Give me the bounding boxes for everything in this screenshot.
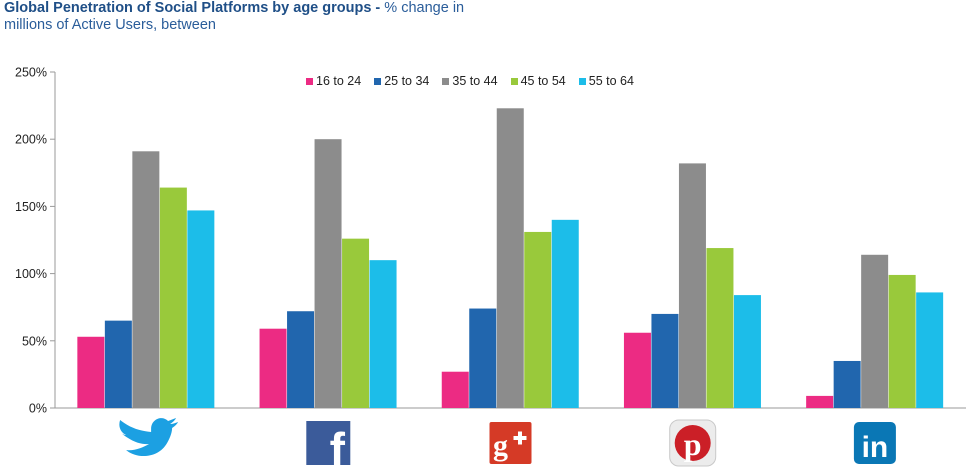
svg-text:in: in — [862, 431, 889, 464]
y-tick-label: 50% — [22, 334, 47, 348]
legend-swatch — [510, 77, 518, 85]
legend-swatch — [442, 77, 450, 85]
twitter-icon — [119, 418, 179, 457]
y-tick-label: 200% — [15, 133, 47, 147]
bar-pinterest-2 — [678, 163, 706, 408]
legend: 16 to 24 25 to 34 35 to 44 45 to 54 55 to 64 — [306, 74, 634, 88]
legend-label: 16 to 24 — [316, 74, 362, 88]
bar-google-plus-0 — [441, 371, 469, 408]
bar-pinterest-1 — [651, 313, 679, 408]
legend-item-1: 25 to 34 — [374, 74, 429, 88]
bar-pinterest-3 — [706, 248, 734, 408]
facebook-icon: f — [306, 421, 351, 470]
bar-pinterest-0 — [623, 332, 651, 408]
y-tick-label: 0% — [29, 402, 47, 416]
bar-google-plus-3 — [524, 231, 552, 408]
bar-linkedin-0 — [806, 395, 834, 408]
linkedin-icon: in — [853, 422, 896, 464]
bar-twitter-3 — [159, 187, 187, 408]
svg-text:p: p — [684, 426, 702, 462]
chart-title-line2: millions of Active Users, between — [4, 17, 216, 33]
bar-facebook-3 — [342, 238, 370, 408]
bar-linkedin-1 — [833, 360, 861, 408]
platform-icons: f g p in — [119, 418, 896, 470]
svg-text:f: f — [330, 423, 346, 470]
bar-linkedin-3 — [888, 274, 916, 408]
chart-title: Global Penetration of Social Platforms b… — [4, 0, 464, 34]
legend-label: 35 to 44 — [452, 74, 498, 88]
bar-facebook-1 — [287, 311, 315, 408]
chart-title-rest: % change in — [380, 0, 465, 16]
bar-twitter-0 — [77, 336, 105, 408]
legend-label: 55 to 64 — [588, 74, 634, 88]
legend-item-2: 35 to 44 — [442, 74, 498, 88]
bar-facebook-0 — [259, 328, 287, 408]
y-tick-label: 150% — [15, 200, 47, 214]
bar-linkedin-2 — [861, 254, 889, 408]
bar-pinterest-4 — [733, 295, 761, 408]
legend-label: 25 to 34 — [384, 74, 430, 88]
y-tick-label: 250% — [15, 66, 47, 80]
google-plus-icon: g — [489, 422, 532, 464]
legend-swatch — [306, 77, 313, 85]
legend-item-3: 45 to 54 — [510, 74, 566, 88]
legend-swatch — [578, 77, 586, 85]
legend-swatch — [374, 77, 382, 85]
bars — [77, 108, 944, 409]
legend-label: 45 to 54 — [520, 74, 566, 88]
svg-text:g: g — [493, 429, 508, 462]
bar-linkedin-4 — [916, 292, 944, 408]
legend-item-0: 16 to 24 — [306, 74, 361, 88]
bar-facebook-2 — [314, 139, 342, 408]
y-tick-label: 100% — [15, 267, 47, 281]
bar-google-plus-4 — [551, 219, 579, 408]
pinterest-icon: p — [669, 419, 717, 467]
bar-facebook-4 — [369, 260, 397, 408]
bar-google-plus-1 — [469, 308, 497, 408]
bar-twitter-4 — [187, 210, 215, 408]
bar-google-plus-2 — [496, 108, 524, 408]
bar-twitter-2 — [132, 151, 160, 409]
legend-item-4: 55 to 64 — [578, 74, 634, 88]
bar-twitter-1 — [104, 320, 132, 408]
chart-title-bold: Global Penetration of Social Platforms b… — [4, 0, 381, 16]
